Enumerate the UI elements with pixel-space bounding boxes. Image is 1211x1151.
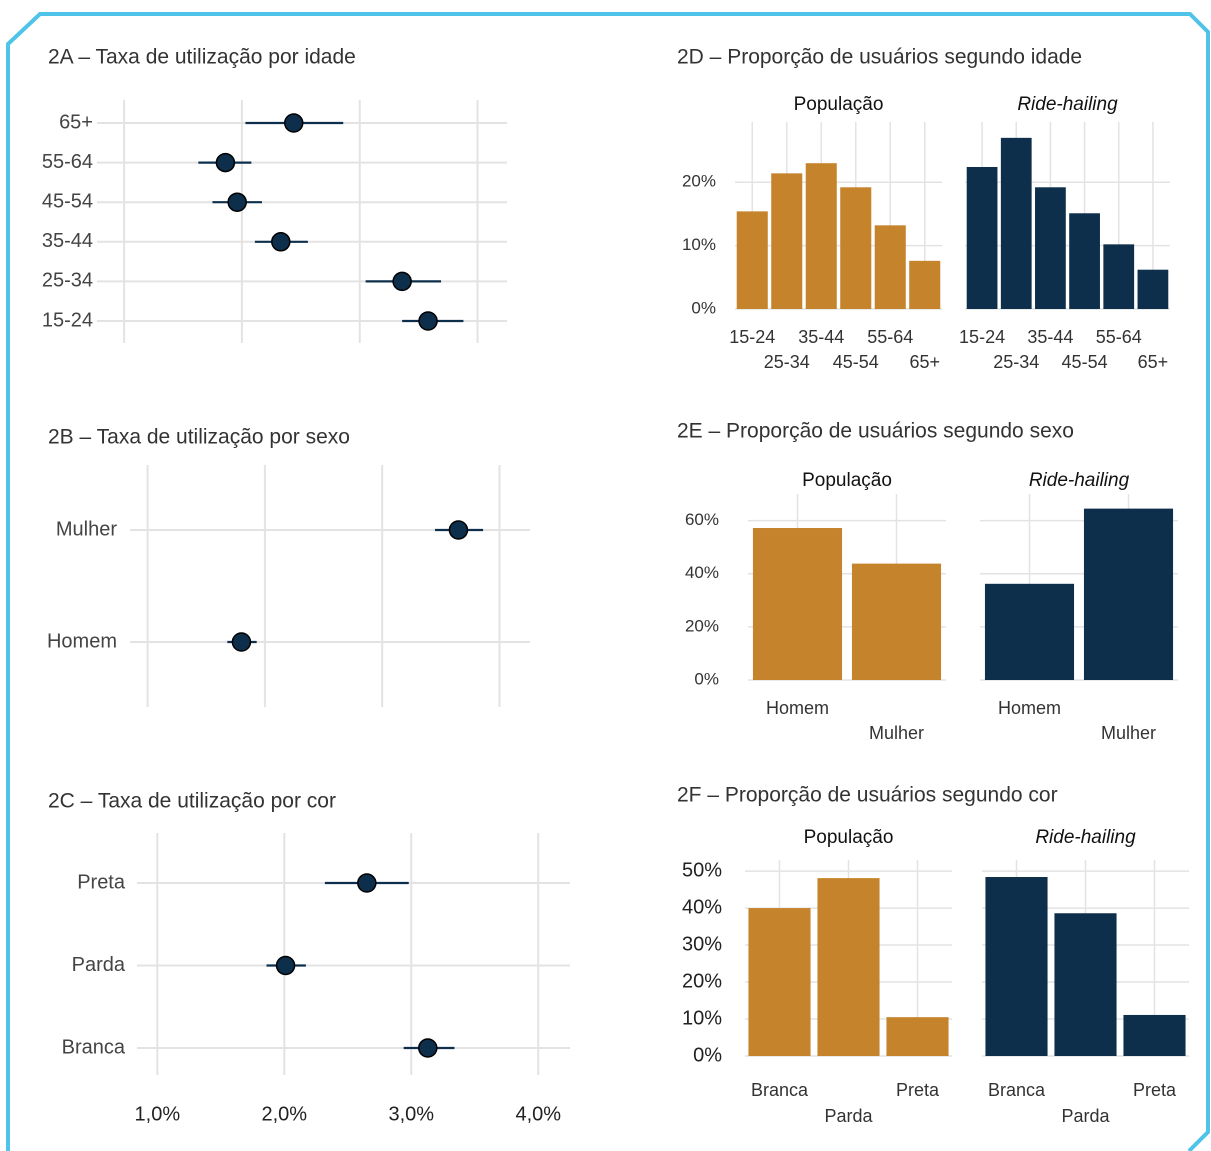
bar (985, 877, 1048, 1056)
x-tick-label: 15-24 (729, 327, 775, 347)
bar (805, 163, 837, 309)
bar (752, 528, 843, 680)
x-tick-label: Mulher (869, 723, 924, 743)
y-tick-label: 10% (682, 1007, 722, 1029)
bar (909, 260, 941, 309)
x-tick-label: Homem (766, 698, 829, 718)
point (392, 271, 412, 292)
x-tick-label: 55-64 (867, 327, 913, 347)
point (227, 192, 247, 212)
y-tick-label: 20% (682, 970, 722, 992)
point (284, 113, 304, 133)
x-tick-label: 4,0% (515, 1103, 561, 1125)
y-tick-label: 65+ (59, 111, 93, 133)
x-tick-label: 25-34 (993, 352, 1039, 372)
x-tick-label: 35-44 (798, 327, 844, 347)
facet-title: Ride-hailing (1035, 827, 1136, 848)
bar (966, 167, 998, 309)
point (418, 311, 438, 331)
x-tick-label: 45-54 (833, 352, 879, 372)
x-tick-label: 15-24 (959, 327, 1005, 347)
x-tick-label: Branca (751, 1080, 809, 1100)
point (448, 520, 469, 540)
y-tick-label: 60% (685, 510, 719, 529)
y-tick-label: 10% (682, 235, 716, 254)
y-tick-label: 0% (693, 1044, 722, 1066)
x-tick-label: 35-44 (1027, 327, 1073, 347)
x-tick-label: 25-34 (764, 352, 810, 372)
y-tick-label: Parda (72, 954, 126, 976)
facet-title: População (802, 470, 892, 491)
y-tick-label: 45-54 (42, 190, 93, 212)
bar (874, 225, 906, 309)
bar (1069, 213, 1100, 309)
bar (851, 563, 942, 680)
chart-title: 2E – Proporção de usuários segundo sexo (677, 420, 1074, 443)
x-tick-label: 65+ (1138, 352, 1169, 372)
bar (1137, 269, 1169, 309)
x-tick-label: 65+ (909, 352, 940, 372)
y-tick-label: 40% (685, 563, 719, 582)
frame (6, 12, 1210, 1151)
x-tick-label: Preta (1133, 1080, 1177, 1100)
y-tick-label: Homem (47, 630, 117, 652)
chart-title: 2A – Taxa de utilização por idade (48, 46, 356, 69)
x-tick-label: Homem (998, 698, 1061, 718)
y-tick-label: 30% (682, 933, 722, 955)
facet-title: População (804, 827, 894, 848)
x-tick-label: Parda (1061, 1106, 1110, 1126)
bar (736, 211, 768, 309)
bar (1103, 244, 1135, 309)
point (275, 955, 296, 976)
x-tick-label: Branca (988, 1080, 1046, 1100)
y-tick-label: 35-44 (42, 230, 93, 252)
y-tick-label: 0% (694, 669, 719, 688)
bar (771, 173, 803, 309)
chart-title: 2B – Taxa de utilização por sexo (48, 426, 350, 449)
bar (817, 878, 880, 1056)
bar (886, 1017, 949, 1056)
chart-title: 2C – Taxa de utilização por cor (48, 790, 336, 813)
y-tick-label: Branca (62, 1036, 126, 1058)
y-tick-label: 20% (685, 616, 719, 635)
x-tick-label: Parda (824, 1106, 873, 1126)
facet-title: Ride-hailing (1029, 470, 1130, 491)
x-tick-label: 45-54 (1062, 352, 1108, 372)
bar (1083, 508, 1174, 680)
y-tick-label: 55-64 (42, 151, 93, 173)
y-tick-label: Preta (77, 871, 126, 893)
bar (1000, 137, 1032, 309)
facet-title: Ride-hailing (1017, 94, 1118, 115)
point (271, 232, 291, 252)
bar (840, 187, 872, 309)
y-tick-label: 25-34 (42, 270, 93, 292)
y-tick-label: Mulher (56, 518, 117, 540)
y-tick-label: 0% (691, 298, 716, 317)
x-tick-label: 2,0% (261, 1103, 307, 1125)
chart-title: 2D – Proporção de usuários segundo idade (677, 46, 1082, 69)
y-tick-label: 15-24 (42, 309, 93, 331)
point (215, 152, 236, 173)
facet-title: População (794, 94, 884, 115)
x-tick-label: Preta (896, 1080, 940, 1100)
point (418, 1038, 438, 1058)
point (231, 632, 252, 652)
bar (1123, 1014, 1186, 1056)
point (357, 873, 377, 893)
y-tick-label: 20% (682, 172, 716, 191)
bar (984, 583, 1075, 680)
x-tick-label: Mulher (1101, 723, 1156, 743)
x-tick-label: 55-64 (1096, 327, 1142, 347)
y-tick-label: 50% (682, 859, 722, 881)
x-tick-label: 1,0% (135, 1103, 181, 1125)
bar (1054, 913, 1117, 1056)
y-tick-label: 40% (682, 896, 722, 918)
x-tick-label: 3,0% (388, 1103, 434, 1125)
chart-title: 2F – Proporção de usuários segundo cor (677, 784, 1058, 807)
bar (1035, 187, 1066, 309)
bar (748, 908, 811, 1056)
